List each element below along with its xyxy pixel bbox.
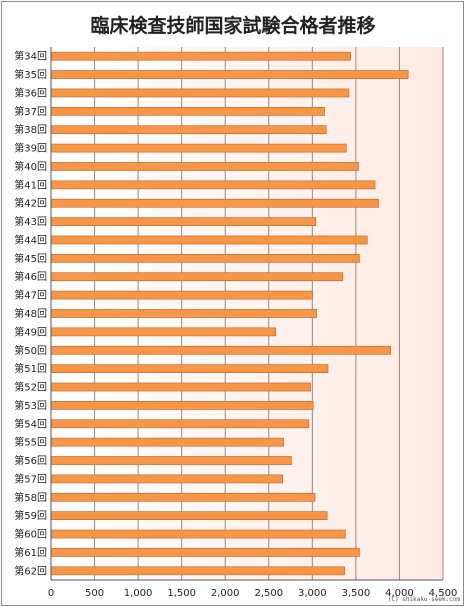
y-tick-label: 第57回 bbox=[14, 472, 47, 485]
x-tick-label: 1,000 bbox=[124, 588, 153, 599]
bar bbox=[50, 511, 328, 521]
y-tick-label: 第53回 bbox=[14, 399, 47, 412]
y-tick-label: 第52回 bbox=[14, 381, 47, 394]
x-tick-label: 0 bbox=[48, 588, 54, 599]
y-tick-label: 第46回 bbox=[14, 270, 47, 283]
bar bbox=[50, 198, 379, 208]
y-tick-label: 第55回 bbox=[14, 436, 47, 449]
y-tick-label: 第60回 bbox=[14, 528, 47, 541]
y-tick-label: 第58回 bbox=[14, 491, 47, 504]
bar bbox=[50, 309, 317, 318]
y-tick-label: 第56回 bbox=[14, 454, 47, 467]
bar bbox=[50, 106, 325, 116]
bar bbox=[50, 382, 311, 392]
y-tick-label: 第37回 bbox=[14, 105, 47, 118]
bar bbox=[50, 88, 350, 98]
y-tick-label: 第50回 bbox=[14, 344, 47, 357]
bar bbox=[50, 125, 327, 135]
bar bbox=[50, 437, 284, 447]
bar bbox=[50, 419, 310, 429]
y-tick-label: 第43回 bbox=[14, 215, 47, 228]
x-tick-label: 3,500 bbox=[342, 588, 371, 599]
y-tick-label: 第45回 bbox=[14, 252, 47, 265]
bar bbox=[50, 217, 317, 226]
x-tick-label: 2,500 bbox=[254, 588, 283, 599]
y-tick-label: 第47回 bbox=[14, 289, 47, 302]
x-tick-label: 4,000 bbox=[385, 588, 414, 599]
x-tick-label: 1,500 bbox=[167, 588, 196, 599]
bar bbox=[50, 70, 409, 79]
bar bbox=[50, 529, 346, 539]
bar bbox=[50, 162, 359, 171]
y-tick-label: 第41回 bbox=[14, 178, 47, 191]
bar bbox=[50, 235, 368, 245]
x-tick-label: 4,500 bbox=[429, 588, 458, 599]
bar bbox=[50, 456, 292, 465]
y-tick-label: 第40回 bbox=[14, 160, 47, 173]
bar bbox=[50, 345, 392, 355]
y-tick-label: 第44回 bbox=[14, 233, 47, 246]
y-axis-labels: 第34回第35回第36回第37回第38回第39回第40回第41回第42回第43回… bbox=[14, 50, 47, 578]
y-tick-label: 第54回 bbox=[14, 417, 47, 430]
y-tick-label: 第34回 bbox=[14, 50, 47, 63]
bar bbox=[50, 272, 344, 282]
bar bbox=[50, 327, 277, 337]
bar bbox=[50, 548, 360, 557]
x-tick-label: 3,000 bbox=[298, 588, 327, 599]
bar bbox=[50, 566, 345, 576]
bar bbox=[50, 143, 347, 153]
y-tick-label: 第59回 bbox=[14, 509, 47, 522]
x-axis-labels: 0 500 1,000 1,500 2,000 2,500 3,000 3,500 4,000 4… bbox=[48, 588, 458, 599]
bar bbox=[50, 180, 376, 190]
copyright-credit: (C) shikaku-seek.com bbox=[388, 596, 461, 603]
y-tick-label: 第49回 bbox=[14, 325, 47, 338]
x-tick-label: 500 bbox=[85, 588, 104, 599]
x-tick-label: 2,000 bbox=[211, 588, 240, 599]
bar bbox=[50, 492, 316, 502]
bar bbox=[50, 51, 351, 61]
y-tick-label: 第51回 bbox=[14, 362, 47, 375]
y-tick-label: 第48回 bbox=[14, 307, 47, 320]
bar bbox=[50, 290, 313, 300]
bar bbox=[50, 401, 314, 410]
y-tick-label: 第62回 bbox=[14, 564, 47, 577]
chart-title: 臨床検査技師国家試験合格者推移 bbox=[90, 14, 375, 37]
y-tick-label: 第38回 bbox=[14, 123, 47, 136]
y-tick-label: 第35回 bbox=[14, 68, 47, 81]
y-tick-label: 第42回 bbox=[14, 197, 47, 210]
y-tick-label: 第61回 bbox=[14, 546, 47, 559]
y-tick-label: 第39回 bbox=[14, 142, 47, 155]
y-tick-label: 第36回 bbox=[14, 86, 47, 99]
bar bbox=[50, 254, 360, 263]
bar bbox=[50, 364, 329, 373]
bar bbox=[50, 474, 284, 484]
